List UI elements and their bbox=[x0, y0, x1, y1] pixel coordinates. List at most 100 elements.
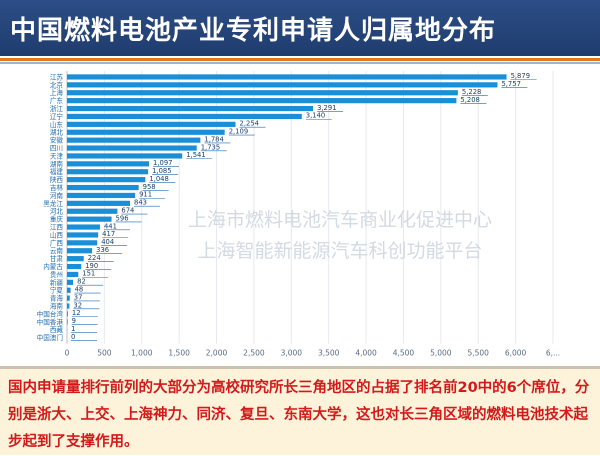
category-label: 四川 bbox=[50, 144, 63, 152]
bar bbox=[67, 177, 145, 182]
value-label: 37 bbox=[74, 293, 83, 301]
note-box: 国内申请量排行前列的大部分为高校研究所长三角地区的占据了排名前20中的6个席位，… bbox=[0, 366, 600, 455]
x-tick-label: 0 bbox=[65, 349, 70, 358]
category-label: 中国台湾 bbox=[37, 309, 64, 318]
bar bbox=[67, 98, 456, 103]
bar bbox=[67, 280, 73, 285]
value-label: 674 bbox=[121, 206, 134, 214]
value-label: 82 bbox=[77, 278, 86, 286]
value-label: 5,757 bbox=[501, 80, 520, 88]
value-label: 958 bbox=[143, 183, 156, 191]
bar bbox=[67, 217, 112, 222]
category-label: 河北 bbox=[50, 208, 64, 216]
category-label: 黑龙江 bbox=[43, 199, 63, 208]
value-label: 2,254 bbox=[240, 120, 259, 128]
bar bbox=[67, 161, 149, 166]
category-label: 中国澳门 bbox=[37, 333, 63, 342]
category-label: 浙江 bbox=[50, 104, 64, 113]
value-label: 336 bbox=[96, 246, 109, 254]
category-label: 内蒙古 bbox=[43, 262, 63, 271]
x-tick-label: 4,000 bbox=[355, 349, 377, 358]
category-label: 贵州 bbox=[50, 270, 63, 279]
value-label: 5,228 bbox=[462, 88, 481, 96]
value-label: 1,541 bbox=[186, 151, 205, 159]
bar bbox=[67, 232, 98, 237]
category-label: 江苏 bbox=[50, 72, 64, 81]
title-bar: 中国燃料电池产业专利申请人归属地分布 bbox=[0, 0, 600, 56]
value-label: 3,140 bbox=[306, 112, 325, 120]
category-label: 上海 bbox=[50, 88, 64, 97]
bar bbox=[67, 185, 139, 190]
value-label: 2,109 bbox=[229, 127, 248, 135]
category-label: 新疆 bbox=[50, 278, 64, 287]
bar bbox=[67, 90, 458, 95]
value-label: 224 bbox=[88, 254, 101, 262]
value-label: 417 bbox=[102, 230, 115, 238]
value-label: 1,097 bbox=[153, 159, 172, 167]
x-tick-label: 1,000 bbox=[131, 349, 153, 358]
page-title: 中国燃料电池产业专利申请人归属地分布 bbox=[10, 10, 496, 47]
category-label: 辽宁 bbox=[50, 112, 64, 121]
value-label: 12 bbox=[72, 309, 81, 317]
x-tick-label: 500 bbox=[97, 349, 112, 358]
bar-chart: 0 500 1,000 1,500 2,000 2,500 3,000 3,500 4,000 4… bbox=[0, 64, 600, 358]
bar bbox=[67, 82, 497, 87]
bar bbox=[67, 153, 182, 158]
bar bbox=[67, 240, 97, 245]
value-label: 190 bbox=[85, 262, 98, 270]
category-label: 宁夏 bbox=[50, 286, 64, 295]
value-label: 1 bbox=[71, 325, 75, 333]
x-tick-label: 6,... bbox=[546, 349, 560, 358]
value-label: 1,735 bbox=[201, 143, 220, 151]
category-label: 湖南 bbox=[50, 159, 64, 168]
x-tick-label: 2,000 bbox=[206, 349, 228, 358]
category-label: 广西 bbox=[50, 238, 64, 247]
bar bbox=[67, 138, 200, 143]
category-label: 湖北 bbox=[50, 128, 64, 137]
x-tick-label: 3,000 bbox=[281, 349, 303, 358]
category-label: 天津 bbox=[50, 152, 64, 160]
category-label: 江西 bbox=[50, 223, 64, 231]
title-rule-orange bbox=[0, 58, 600, 61]
x-tick-label: 5,500 bbox=[467, 349, 489, 358]
category-label: 福建 bbox=[50, 167, 64, 176]
category-label: 安徽 bbox=[50, 136, 64, 145]
x-tick-label: 3,500 bbox=[318, 349, 340, 358]
value-label: 32 bbox=[73, 301, 82, 309]
x-tick-label: 2,500 bbox=[243, 349, 265, 358]
category-label: 山东 bbox=[50, 120, 64, 129]
bar bbox=[67, 74, 507, 79]
bar bbox=[67, 311, 68, 316]
bar bbox=[67, 106, 313, 111]
bar bbox=[67, 201, 130, 206]
value-label: 441 bbox=[104, 222, 117, 230]
note-text: 国内申请量排行前列的大部分为高校研究所长三角地区的占据了排名前20中的6个席位，… bbox=[8, 375, 592, 456]
category-label: 西藏 bbox=[50, 325, 64, 334]
category-label: 海南 bbox=[50, 301, 64, 310]
bar bbox=[67, 209, 117, 214]
category-label: 重庆 bbox=[50, 215, 64, 224]
bar bbox=[67, 319, 68, 324]
category-label: 河南 bbox=[50, 191, 64, 200]
value-label: 911 bbox=[139, 191, 152, 199]
bar bbox=[67, 256, 84, 261]
bar bbox=[67, 303, 69, 308]
bar bbox=[67, 114, 302, 119]
bar bbox=[67, 169, 148, 174]
bar bbox=[67, 130, 225, 135]
value-label: 1,085 bbox=[152, 167, 171, 175]
x-tick-label: 5,000 bbox=[430, 349, 452, 358]
bar bbox=[67, 193, 135, 198]
value-label: 596 bbox=[116, 214, 129, 222]
value-label: 48 bbox=[75, 285, 84, 293]
category-label: 广东 bbox=[50, 96, 64, 105]
x-tick-label: 1,500 bbox=[168, 349, 190, 358]
value-label: 9 bbox=[72, 317, 76, 325]
bar bbox=[67, 248, 92, 253]
category-label: 云南 bbox=[50, 246, 64, 255]
category-label: 中国香港 bbox=[37, 317, 64, 326]
category-label: 陕西 bbox=[50, 175, 64, 184]
category-label: 青海 bbox=[50, 294, 64, 303]
bar bbox=[67, 272, 78, 277]
bar bbox=[67, 288, 71, 293]
